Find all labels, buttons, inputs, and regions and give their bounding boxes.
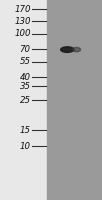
Bar — [0, 0, 47, 200]
Text: 10: 10 — [20, 142, 31, 151]
Text: 70: 70 — [20, 45, 31, 53]
Text: 100: 100 — [14, 29, 31, 38]
Ellipse shape — [72, 47, 81, 52]
Text: 15: 15 — [20, 126, 31, 135]
Text: 25: 25 — [20, 96, 31, 105]
Text: 35: 35 — [20, 82, 31, 91]
Text: 130: 130 — [14, 17, 31, 25]
Text: 40: 40 — [20, 72, 31, 82]
Bar — [47, 0, 102, 200]
Text: 55: 55 — [20, 58, 31, 66]
Ellipse shape — [61, 47, 74, 52]
Text: 170: 170 — [14, 4, 31, 14]
